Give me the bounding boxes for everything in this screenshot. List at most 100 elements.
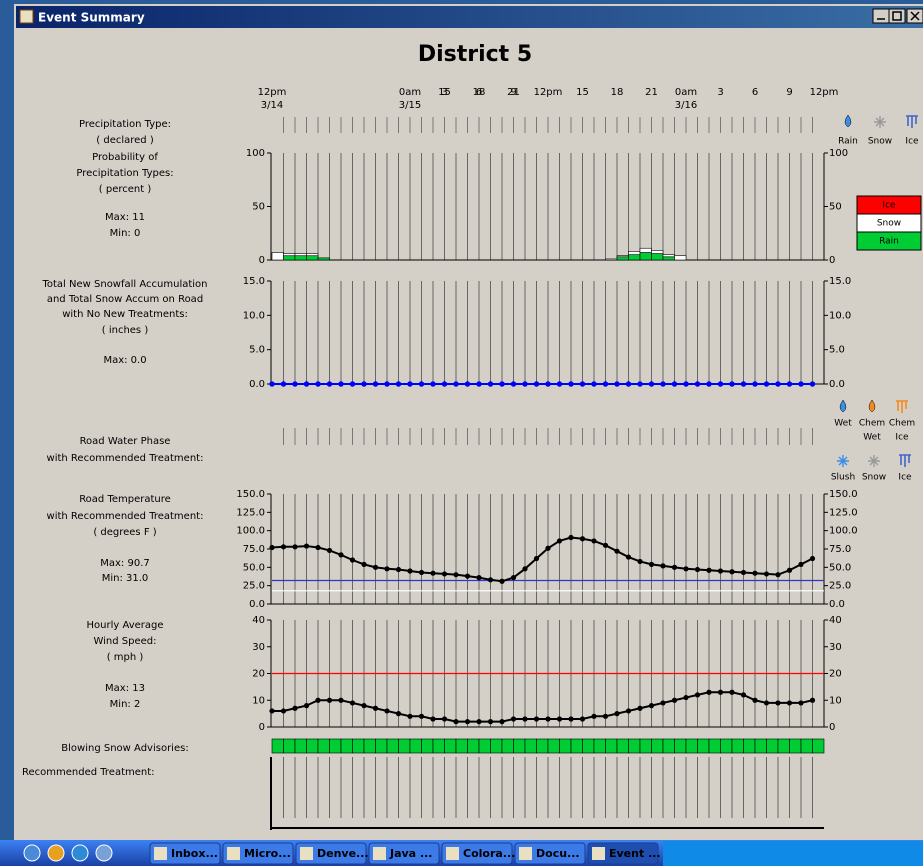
y2-tick-label: 10.0 [829, 310, 851, 321]
task-label[interactable]: Event ... [609, 847, 661, 860]
task-icon [373, 847, 386, 860]
point [499, 381, 504, 386]
point [591, 538, 596, 543]
task-label[interactable]: Denve... [317, 847, 369, 860]
point [637, 706, 642, 711]
bar-segment [663, 257, 675, 260]
row-label: Road Temperature [79, 494, 171, 505]
task-icon [227, 847, 240, 860]
point [557, 538, 562, 543]
point [683, 695, 688, 700]
y2-tick-label: 75.0 [829, 544, 851, 555]
system-tray [663, 841, 923, 866]
point [419, 381, 424, 386]
advisory-box [629, 739, 641, 753]
y-tick-label: 25.0 [243, 581, 265, 592]
point [315, 698, 320, 703]
bar-segment [606, 259, 618, 260]
y-tick-label: 0 [259, 722, 265, 733]
task-label[interactable]: Micro... [244, 847, 291, 860]
point [315, 381, 320, 386]
point [764, 700, 769, 705]
x-tick-label: 0am [399, 87, 421, 98]
icon-label: Slush [831, 473, 855, 483]
bar-segment [272, 253, 284, 260]
point [741, 692, 746, 697]
minimize-button[interactable] [873, 9, 889, 23]
y2-tick-label: 40 [829, 615, 842, 626]
point [430, 571, 435, 576]
advisory-box [548, 739, 560, 753]
point [534, 381, 539, 386]
bar-segment [307, 254, 319, 256]
point [350, 700, 355, 705]
advisory-box [376, 739, 388, 753]
legend-label: Rain [879, 237, 899, 247]
task-icon [592, 847, 605, 860]
y2-tick-label: 50.0 [829, 562, 851, 573]
y-tick-label: 0 [259, 255, 265, 266]
point [465, 381, 470, 386]
point [281, 544, 286, 549]
quick-launch-icon[interactable] [72, 845, 88, 861]
window-buttons[interactable] [873, 9, 923, 23]
advisory-box [284, 739, 296, 753]
point [614, 381, 619, 386]
y-tick-label: 15.0 [243, 276, 265, 287]
row-label: Probability of [92, 152, 158, 163]
task-label[interactable]: Docu... [536, 847, 580, 860]
advisory-box [387, 739, 399, 753]
advisory-box [341, 739, 353, 753]
row-label: ( percent ) [99, 184, 152, 195]
legend-label: Ice [882, 201, 896, 211]
point [580, 536, 585, 541]
legend-label: Snow [877, 219, 901, 229]
quick-launch-icon[interactable] [48, 845, 64, 861]
point [315, 545, 320, 550]
quick-launch-icon[interactable] [24, 845, 40, 861]
point [672, 381, 677, 386]
task-label[interactable]: Inbox... [171, 847, 218, 860]
point [626, 708, 631, 713]
advisory-box [410, 739, 422, 753]
icon-label: Wet [863, 433, 881, 443]
point [430, 381, 435, 386]
x-tick-label: 12pm [534, 87, 563, 98]
point [476, 381, 481, 386]
advisory-box [744, 739, 756, 753]
point [499, 719, 504, 724]
point [683, 566, 688, 571]
point [419, 570, 424, 575]
point [327, 548, 332, 553]
point [603, 381, 608, 386]
y2-tick-label: 0.0 [829, 379, 845, 390]
bar-segment [617, 257, 629, 260]
y-tick-label: 0.0 [249, 379, 265, 390]
task-label[interactable]: Java ... [389, 847, 432, 860]
bar-segment [640, 253, 652, 260]
advisory-box [732, 739, 744, 753]
maximize-button[interactable] [889, 9, 905, 23]
x-tick-label: 9 [510, 87, 516, 98]
advisory-box [686, 739, 698, 753]
quick-launch-icon[interactable] [96, 845, 112, 861]
bar-segment [675, 256, 687, 260]
row-label: Min: 31.0 [102, 573, 149, 584]
point [798, 381, 803, 386]
task-label[interactable]: Colora... [463, 847, 515, 860]
point [545, 716, 550, 721]
y-tick-label: 0.0 [249, 599, 265, 610]
x-tick-label: 3 [717, 87, 723, 98]
point [338, 698, 343, 703]
row-label: and Total Snow Accum on Road [47, 294, 203, 305]
icon-label: Rain [838, 137, 858, 147]
y2-tick-label: 0 [829, 722, 835, 733]
row-label: ( declared ) [96, 135, 154, 146]
point [545, 381, 550, 386]
row-label: Total New Snowfall Accumulation [41, 279, 207, 290]
point [373, 381, 378, 386]
advisory-box [767, 739, 779, 753]
point [626, 554, 631, 559]
point [741, 381, 746, 386]
point [304, 703, 309, 708]
